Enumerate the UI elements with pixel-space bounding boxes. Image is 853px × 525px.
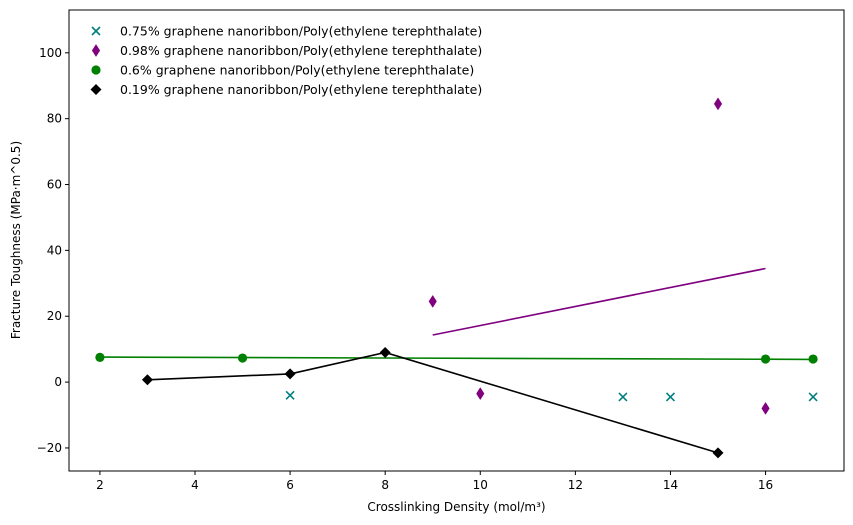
series-2-point xyxy=(808,354,818,364)
legend-entry-2: 0.6% graphene nanoribbon/Poly(ethylene t… xyxy=(120,63,474,78)
x-tick-label: 2 xyxy=(96,478,104,492)
legend-marker-0 xyxy=(91,26,101,36)
x-tick-label: 12 xyxy=(568,478,583,492)
series-3-point xyxy=(712,447,724,459)
series-0-point xyxy=(285,390,295,400)
x-tick-label: 4 xyxy=(191,478,199,492)
y-tick-label: 80 xyxy=(47,112,62,126)
y-tick-label: 20 xyxy=(47,309,62,323)
series-0-point xyxy=(808,392,818,402)
series-1-line xyxy=(432,267,766,336)
x-tick-label: 8 xyxy=(381,478,389,492)
legend: 0.75% graphene nanoribbon/Poly(ethylene … xyxy=(90,24,482,97)
series-1-point xyxy=(428,294,437,308)
y-tick-label: 100 xyxy=(39,46,62,60)
legend-marker-2 xyxy=(91,65,101,75)
series-0-point xyxy=(618,392,628,402)
series-3-point xyxy=(284,368,296,380)
legend-marker-1 xyxy=(91,44,101,57)
series-3-point xyxy=(379,346,391,358)
y-tick-label: 60 xyxy=(47,178,62,192)
x-tick-label: 14 xyxy=(663,478,678,492)
x-axis-ticks: 2 4 6 8 10 12 14 16 xyxy=(96,471,773,492)
series-3-point xyxy=(141,374,153,386)
series-1-point xyxy=(761,401,770,415)
legend-marker-3 xyxy=(90,84,102,95)
data-markers xyxy=(95,97,818,459)
x-tick-label: 16 xyxy=(758,478,773,492)
series-2-line xyxy=(99,356,814,361)
x-tick-label: 10 xyxy=(473,478,488,492)
trend-lines xyxy=(99,267,814,454)
series-0-point xyxy=(665,392,676,402)
legend-entry-3: 0.19% graphene nanoribbon/Poly(ethylene … xyxy=(120,82,482,97)
series-2-point xyxy=(95,352,105,362)
plot-frame xyxy=(68,9,845,472)
series-2-point xyxy=(237,353,248,363)
series-1-point xyxy=(476,387,485,401)
series-2-point xyxy=(760,354,771,364)
y-tick-label: 0 xyxy=(54,375,62,389)
legend-entry-0: 0.75% graphene nanoribbon/Poly(ethylene … xyxy=(120,24,482,39)
x-axis-label: Crosslinking Density (mol/m³) xyxy=(367,500,545,514)
series-3-line xyxy=(147,351,719,454)
y-tick-label: −20 xyxy=(37,441,62,455)
y-axis-ticks: −20 0 20 40 60 80 100 xyxy=(37,46,69,455)
series-1-point xyxy=(713,97,723,111)
x-tick-label: 6 xyxy=(286,478,294,492)
legend-entry-1: 0.98% graphene nanoribbon/Poly(ethylene … xyxy=(120,43,482,58)
y-tick-label: 40 xyxy=(47,243,62,257)
y-axis-label: Fracture Toughness (MPa·m^0.5) xyxy=(9,141,23,339)
